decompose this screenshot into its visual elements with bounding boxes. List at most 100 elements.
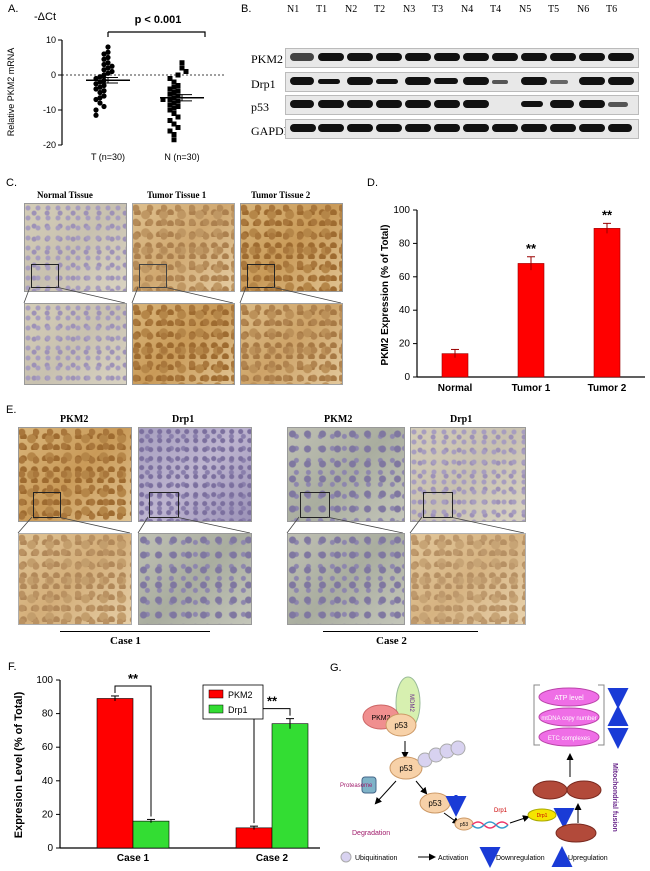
drp1-gene-label: Drp1 <box>494 808 508 814</box>
zoom-lines-e <box>17 516 525 534</box>
panel-d-bars: Normal Tumor 1 ** Tumor 2 ** <box>438 207 627 394</box>
bar <box>593 228 621 378</box>
data-point <box>105 65 111 71</box>
lane-label: T5 <box>548 4 560 15</box>
ihc-case2-drp1-high <box>410 533 526 625</box>
lane-label: N2 <box>345 4 358 15</box>
significance-label: ** <box>602 207 613 222</box>
dna-icon <box>471 821 509 829</box>
y-tick-label: 40 <box>42 776 54 787</box>
drp1-protein-label: Drp1 <box>537 813 548 819</box>
data-point <box>175 88 181 94</box>
panel-f-ylabel: Expresion Level (% of Total) <box>13 691 25 838</box>
y-tick-label: 0 <box>404 372 410 383</box>
data-point <box>105 70 111 76</box>
data-point <box>167 118 173 123</box>
legend-downregulation: Downregulation <box>496 855 545 862</box>
data-point <box>97 84 103 90</box>
lane-label: T2 <box>374 4 386 15</box>
stain-label: PKM2 <box>324 414 353 425</box>
data-point <box>93 86 99 92</box>
data-point <box>97 74 103 80</box>
panel-label-a: A. <box>8 3 19 15</box>
y-tick-label: -10 <box>43 105 56 115</box>
y-tick-label: -20 <box>43 140 56 150</box>
data-point <box>171 90 177 95</box>
arrow <box>374 780 397 805</box>
lane-label: N4 <box>461 4 474 15</box>
data-point <box>109 68 115 75</box>
blot-label-gapdh: GAPDH <box>251 124 293 138</box>
x-tick-label: Case 1 <box>117 853 150 864</box>
data-point <box>171 100 177 106</box>
ihc-tumor1-low <box>132 203 235 292</box>
bracket <box>533 684 605 746</box>
zoom-lines-c <box>23 286 342 304</box>
data-point <box>93 81 99 87</box>
data-point <box>101 93 107 99</box>
ihc-case1-drp1-high <box>138 533 252 625</box>
blot-strip-p53 <box>285 95 639 115</box>
significance-label: ** <box>526 241 537 256</box>
data-point <box>93 96 99 103</box>
ihc-case1-drp1-low <box>138 427 252 522</box>
case-label-1: Case 1 <box>110 635 141 647</box>
bar <box>517 263 545 378</box>
data-point <box>171 137 177 143</box>
p53-label: p53 <box>394 721 408 730</box>
dna-icon <box>471 821 509 829</box>
data-point <box>167 107 173 113</box>
data-point <box>101 72 107 78</box>
panel-label-b: B. <box>241 3 252 15</box>
data-point <box>179 65 185 71</box>
panel-a-corner-label: -ΔCt <box>34 11 56 23</box>
panel-g-schematic: MDM2 PKM2 p53 p53 Proteasome Degradation… <box>340 676 629 868</box>
blot-label-drp1: Drp1 <box>251 77 276 91</box>
ihc-tumor2-low <box>240 203 343 292</box>
case2-underline <box>323 631 478 632</box>
legend-ubiquitination: Ubiquitination <box>355 855 398 862</box>
data-point <box>101 82 107 89</box>
data-point <box>97 95 103 101</box>
zoom-region-box <box>33 492 61 518</box>
data-point <box>105 44 111 50</box>
pkm2-label: PKM2 <box>371 715 390 722</box>
data-point <box>109 63 115 69</box>
significance-label: ** <box>128 671 139 686</box>
ihc-normal-high <box>24 303 127 385</box>
data-point <box>101 61 107 68</box>
data-point <box>175 114 181 120</box>
data-point <box>171 121 177 127</box>
data-point <box>93 112 99 118</box>
p53-label: p53 <box>428 799 442 808</box>
data-point <box>105 60 111 66</box>
legend-swatch-drp1 <box>208 704 224 714</box>
ihc-case2-drp1-low <box>410 427 526 522</box>
data-point <box>175 72 181 78</box>
x-tick-label: Tumor 2 <box>588 383 627 394</box>
blot-strip-gapdh <box>285 119 639 139</box>
bar <box>132 820 170 849</box>
panel-label-d: D. <box>367 177 378 189</box>
legend-upregulation: Upregulation <box>568 855 608 862</box>
lane-label: T6 <box>606 4 618 15</box>
significance-bracket <box>253 708 291 824</box>
data-point <box>175 125 181 130</box>
tissue-title-normal: Normal Tissue <box>37 190 93 200</box>
significance-bracket <box>107 31 206 37</box>
mitochondrion-icon <box>566 780 602 800</box>
data-point <box>101 103 107 110</box>
y-tick-label: 80 <box>42 709 54 720</box>
lane-label: N1 <box>287 4 300 15</box>
data-point <box>105 54 111 61</box>
tissue-title-tumor1: Tumor Tissue 1 <box>147 190 207 200</box>
panel-label-g: G. <box>330 662 342 674</box>
ihc-tumor1-high <box>132 303 235 385</box>
data-point <box>179 60 185 66</box>
y-tick-label: 10 <box>46 35 56 45</box>
data-point <box>160 97 166 102</box>
data-point <box>167 86 173 92</box>
mitochondrion-icon <box>532 780 568 800</box>
mdm2-label: MDM2 <box>408 694 414 712</box>
y-tick-label: 100 <box>393 205 410 216</box>
